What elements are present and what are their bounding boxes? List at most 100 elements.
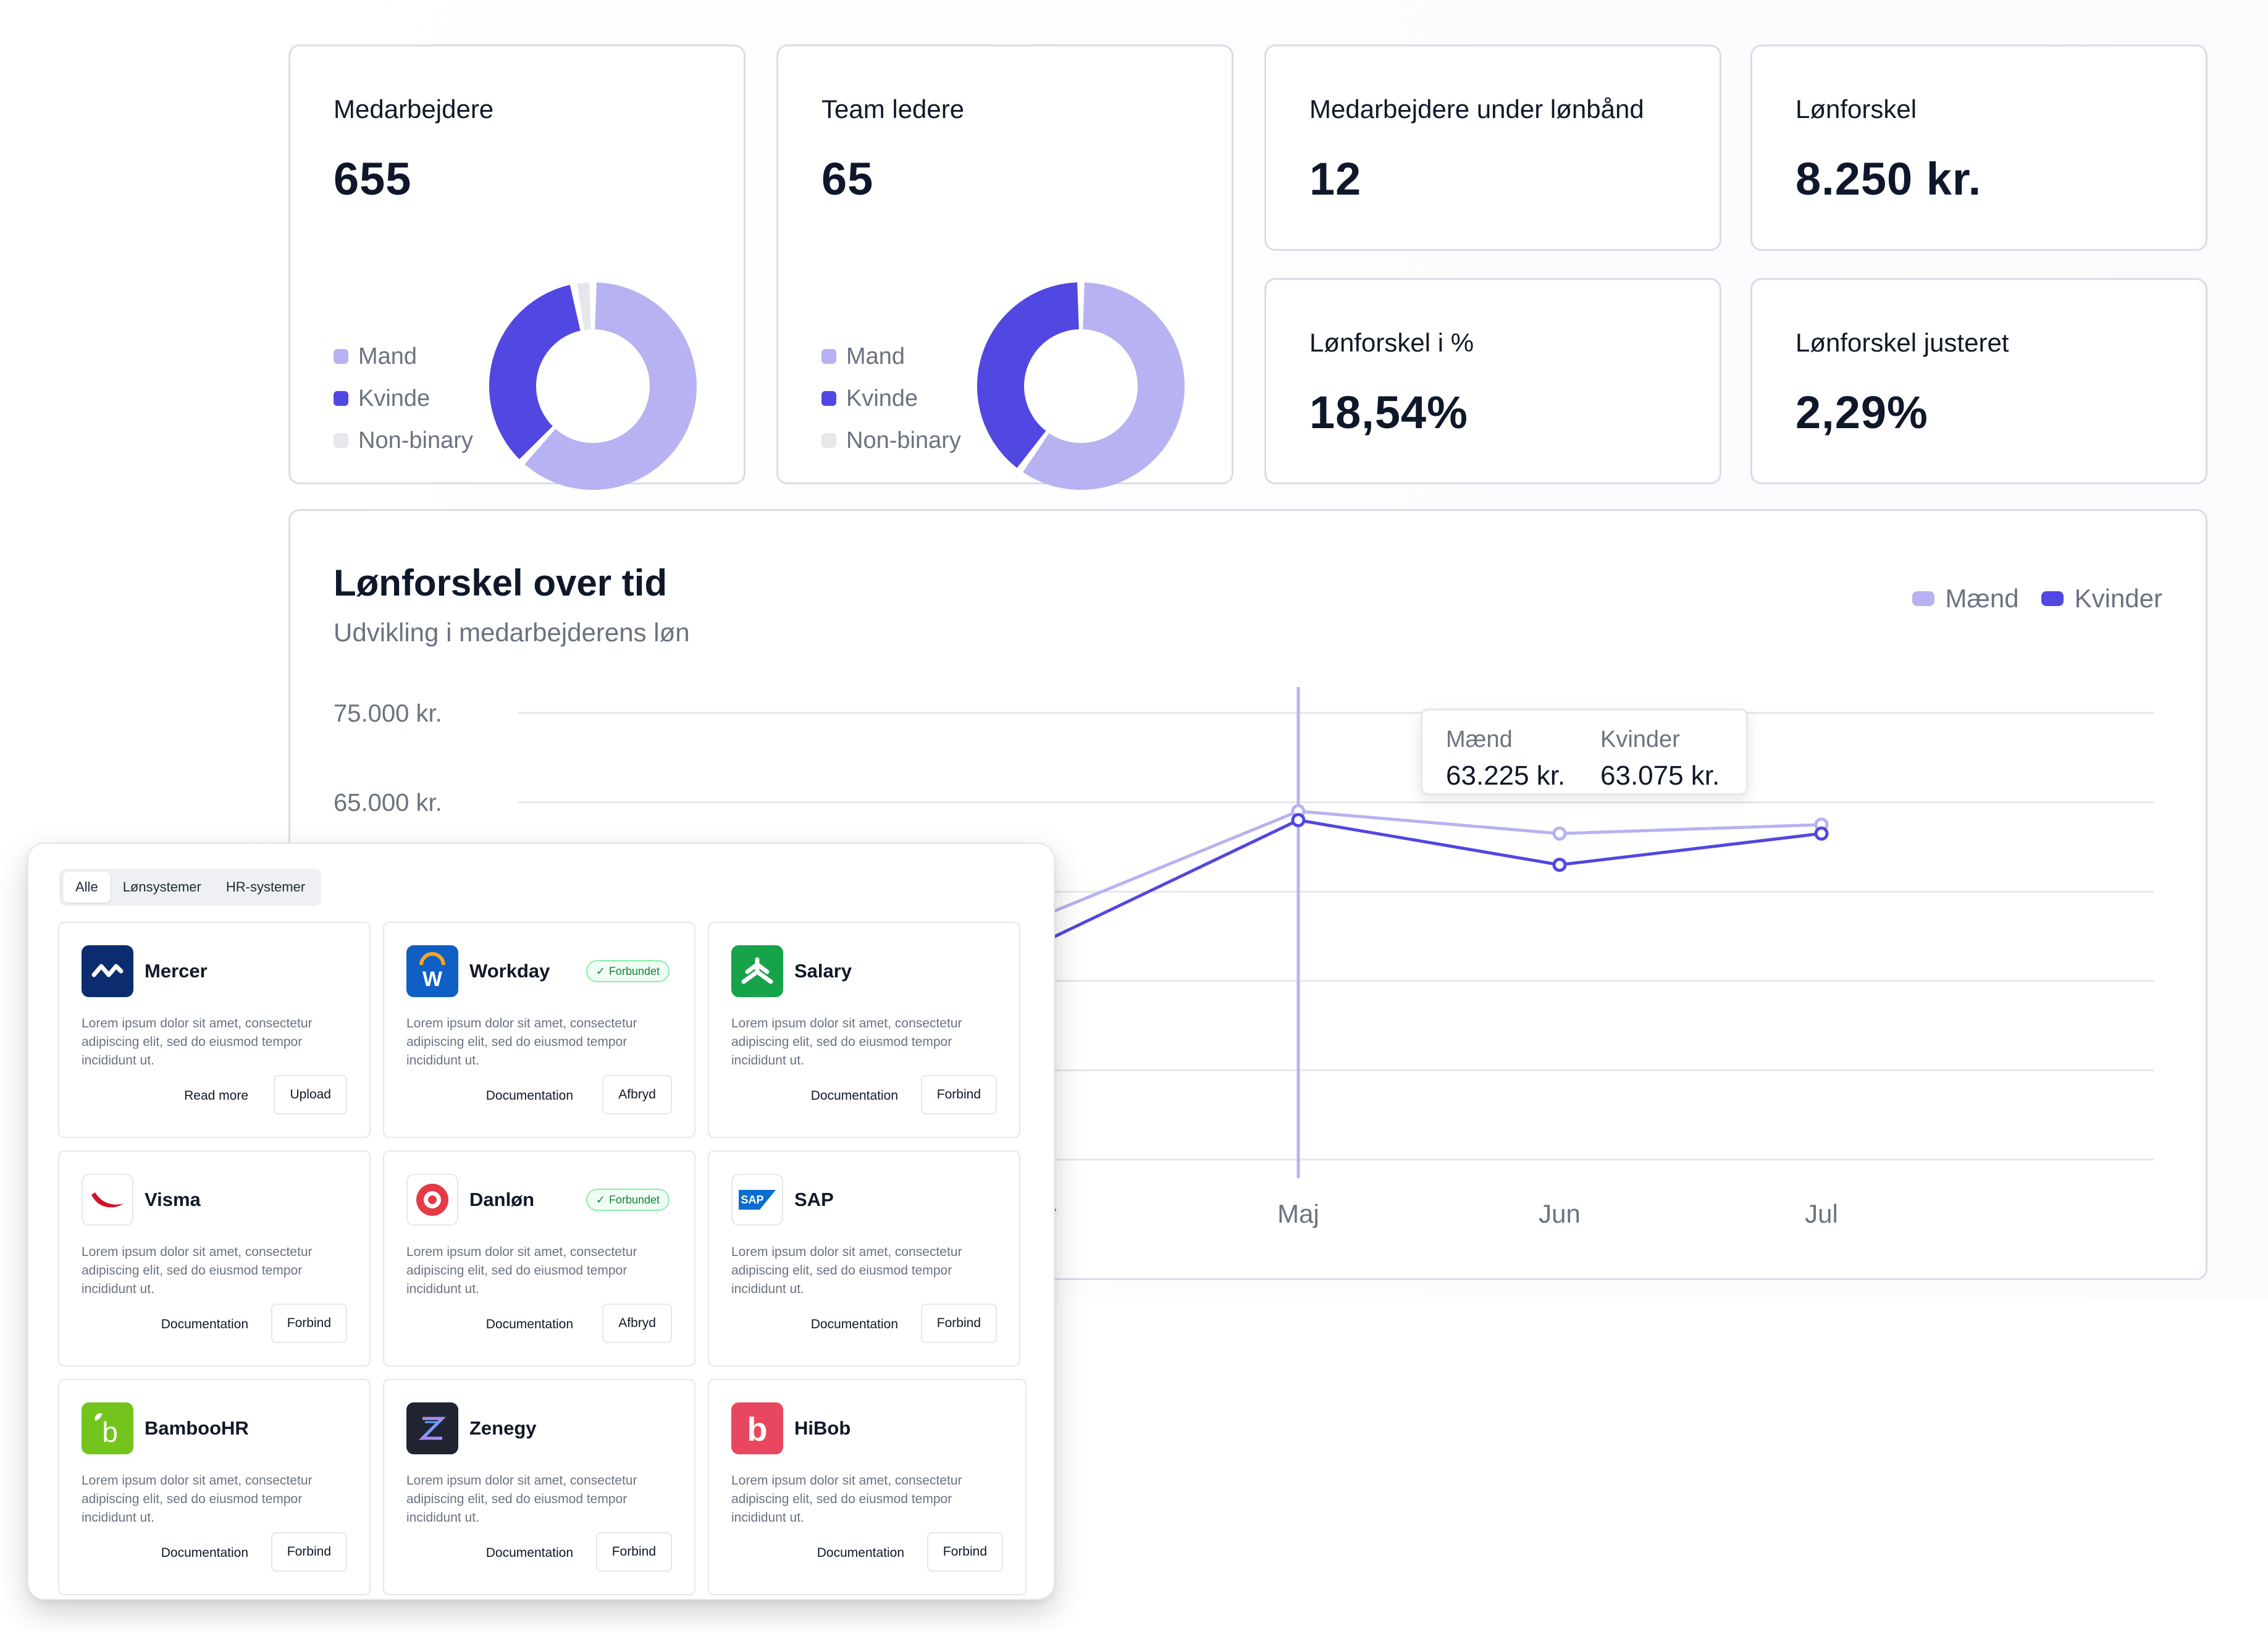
documentation-link[interactable]: Documentation — [161, 1317, 248, 1331]
pay-gap-percent-title: Lønforskel i % — [1309, 328, 1474, 357]
employees-card: Medarbejdere 655 Mand Kvinde Non-binary — [288, 44, 746, 490]
tab-payroll-systems[interactable]: Lønsystemer — [122, 879, 201, 895]
integration-description: Lorem ipsum dolor sit amet, consectetur … — [731, 1245, 962, 1296]
donut-slice-women — [976, 282, 1079, 468]
integration-tile-salary: Salary Lorem ipsum dolor sit amet, conse… — [708, 922, 1020, 1138]
tooltip-women-value: 63.075 kr. — [1600, 761, 1720, 791]
disconnect-button[interactable]: Afbryd — [602, 1304, 672, 1343]
tab-hr-systems[interactable]: HR-systemer — [225, 879, 306, 895]
x-tick-label: Jul — [1805, 1199, 1838, 1228]
integration-tile-visma: Visma Lorem ipsum dolor sit amet, consec… — [58, 1150, 371, 1367]
pay-gap-card: Lønforskel 8.250 kr. — [1750, 44, 2207, 251]
check-icon: ✓ — [595, 964, 605, 977]
legend-label-women: Kvinde — [846, 385, 918, 411]
x-tick-label: Jun — [1539, 1199, 1581, 1228]
legend-swatch-men — [821, 349, 836, 364]
y-tick-label: 65.000 kr. — [334, 790, 442, 817]
read-more-link[interactable]: Read more — [184, 1089, 248, 1103]
danlon-logo-icon — [406, 1174, 458, 1226]
documentation-link[interactable]: Documentation — [161, 1546, 248, 1560]
integration-name: Salary — [794, 960, 852, 982]
below-band-title: Medarbejdere under lønbånd — [1309, 95, 1644, 124]
chart-tooltip: Mænd 63.225 kr. Kvinder 63.075 kr. — [1421, 709, 1748, 795]
documentation-link[interactable]: Documentation — [810, 1317, 898, 1331]
legend-swatch-women — [821, 391, 836, 406]
legend-swatch-women — [2041, 591, 2064, 606]
check-icon: ✓ — [595, 1193, 605, 1206]
documentation-link[interactable]: Documentation — [817, 1546, 904, 1560]
upload-button[interactable]: Upload — [274, 1075, 347, 1115]
employees-title: Medarbejdere — [334, 95, 494, 124]
integration-tile-sap: SAP SAP Lorem ipsum dolor sit amet, cons… — [708, 1150, 1020, 1367]
team-leads-donut-chart — [976, 282, 1185, 490]
legend-swatch-nonbinary — [821, 433, 836, 448]
series-men-point[interactable] — [1552, 826, 1567, 841]
pay-gap-percent-card: Lønforskel i % 18,54% — [1264, 278, 1721, 484]
pay-gap-value: 8.250 kr. — [1796, 153, 1982, 204]
connected-badge: ✓ Forbundet — [586, 1189, 670, 1211]
documentation-link[interactable]: Documentation — [485, 1089, 573, 1103]
legend-label-nonbinary: Non-binary — [846, 427, 961, 453]
sap-logo-icon: SAP — [731, 1174, 783, 1226]
documentation-link[interactable]: Documentation — [810, 1089, 898, 1103]
integration-tile-zenegy: Zenegy Lorem ipsum dolor sit amet, conse… — [383, 1379, 695, 1595]
svg-text:W: W — [422, 967, 443, 991]
legend-label-women: Kvinder — [2074, 584, 2162, 613]
legend-item-nonbinary: Non-binary — [821, 419, 961, 461]
team-leads-card: Team ledere 65 Mand Kvinde Non-binary — [776, 44, 1233, 490]
legend-swatch-nonbinary — [334, 433, 348, 448]
tab-all[interactable]: Alle — [63, 872, 111, 903]
integration-tile-danlon: Danløn ✓ Forbundet Lorem ipsum dolor sit … — [383, 1150, 695, 1367]
series-women-point[interactable] — [1291, 813, 1306, 828]
integration-name: Danløn — [469, 1189, 535, 1210]
legend-item-nonbinary: Non-binary — [334, 419, 473, 461]
legend-label-men: Mand — [846, 343, 905, 369]
team-leads-value: 65 — [821, 153, 874, 204]
connected-badge-label: Forbundet — [608, 964, 660, 977]
documentation-link[interactable]: Documentation — [485, 1317, 573, 1331]
connect-button[interactable]: Forbind — [271, 1532, 347, 1572]
donut-slice-nonbinary — [577, 282, 591, 331]
legend-swatch-men — [334, 349, 348, 364]
connect-button[interactable]: Forbind — [920, 1075, 997, 1115]
connect-button[interactable]: Forbind — [920, 1304, 997, 1343]
legend-swatch-men — [1912, 591, 1934, 606]
tooltip-men-value: 63.225 kr. — [1446, 761, 1566, 791]
integration-tile-bamboohr: b BambooHR Lorem ipsum dolor sit amet, c… — [58, 1379, 371, 1595]
connect-button[interactable]: Forbind — [271, 1304, 347, 1343]
legend-label-men: Mand — [358, 343, 418, 369]
disconnect-button[interactable]: Afbryd — [602, 1075, 672, 1115]
workday-logo-icon: W — [406, 945, 458, 997]
integration-tabs: Alle Lønsystemer HR-systemer — [59, 869, 322, 906]
team-leads-title: Team ledere — [821, 95, 965, 124]
integration-tile-workday: W Workday ✓ Forbundet Lorem ipsum dolor s… — [383, 922, 695, 1138]
integration-description: Lorem ipsum dolor sit amet, consectetur … — [82, 1016, 313, 1068]
integration-description: Lorem ipsum dolor sit amet, consectetur … — [406, 1245, 637, 1296]
integration-name: BambooHR — [145, 1417, 249, 1439]
donut-slice-men — [1023, 282, 1185, 490]
salary-logo-icon — [731, 945, 783, 997]
connect-button[interactable]: Forbind — [926, 1532, 1003, 1572]
pay-gap-adjusted-value: 2,29% — [1796, 387, 1928, 438]
integration-tile-mercer: Mercer Lorem ipsum dolor sit amet, conse… — [58, 922, 371, 1138]
documentation-link[interactable]: Documentation — [485, 1546, 573, 1560]
integration-name: Workday — [469, 960, 550, 982]
integration-name: SAP — [794, 1189, 834, 1210]
tooltip-men-label: Mænd — [1446, 727, 1513, 752]
visma-logo-icon — [82, 1174, 133, 1226]
donut-slice-men — [524, 282, 697, 490]
connect-button[interactable]: Forbind — [595, 1532, 672, 1572]
legend-item-men: Mand — [821, 335, 961, 377]
tooltip-women-label: Kvinder — [1600, 727, 1680, 752]
series-women-point[interactable] — [1814, 826, 1829, 841]
pay-gap-percent-value: 18,54% — [1309, 387, 1468, 438]
series-women-point[interactable] — [1552, 858, 1567, 872]
legend-label-women: Kvinde — [358, 385, 430, 411]
svg-text:SAP: SAP — [741, 1194, 763, 1206]
legend-swatch-women — [334, 391, 348, 406]
mercer-logo-icon — [82, 945, 133, 997]
employees-legend: Mand Kvinde Non-binary — [334, 335, 473, 461]
zenegy-logo-icon — [406, 1402, 458, 1454]
integration-name: Visma — [145, 1189, 201, 1210]
integration-name: Mercer — [145, 960, 208, 982]
